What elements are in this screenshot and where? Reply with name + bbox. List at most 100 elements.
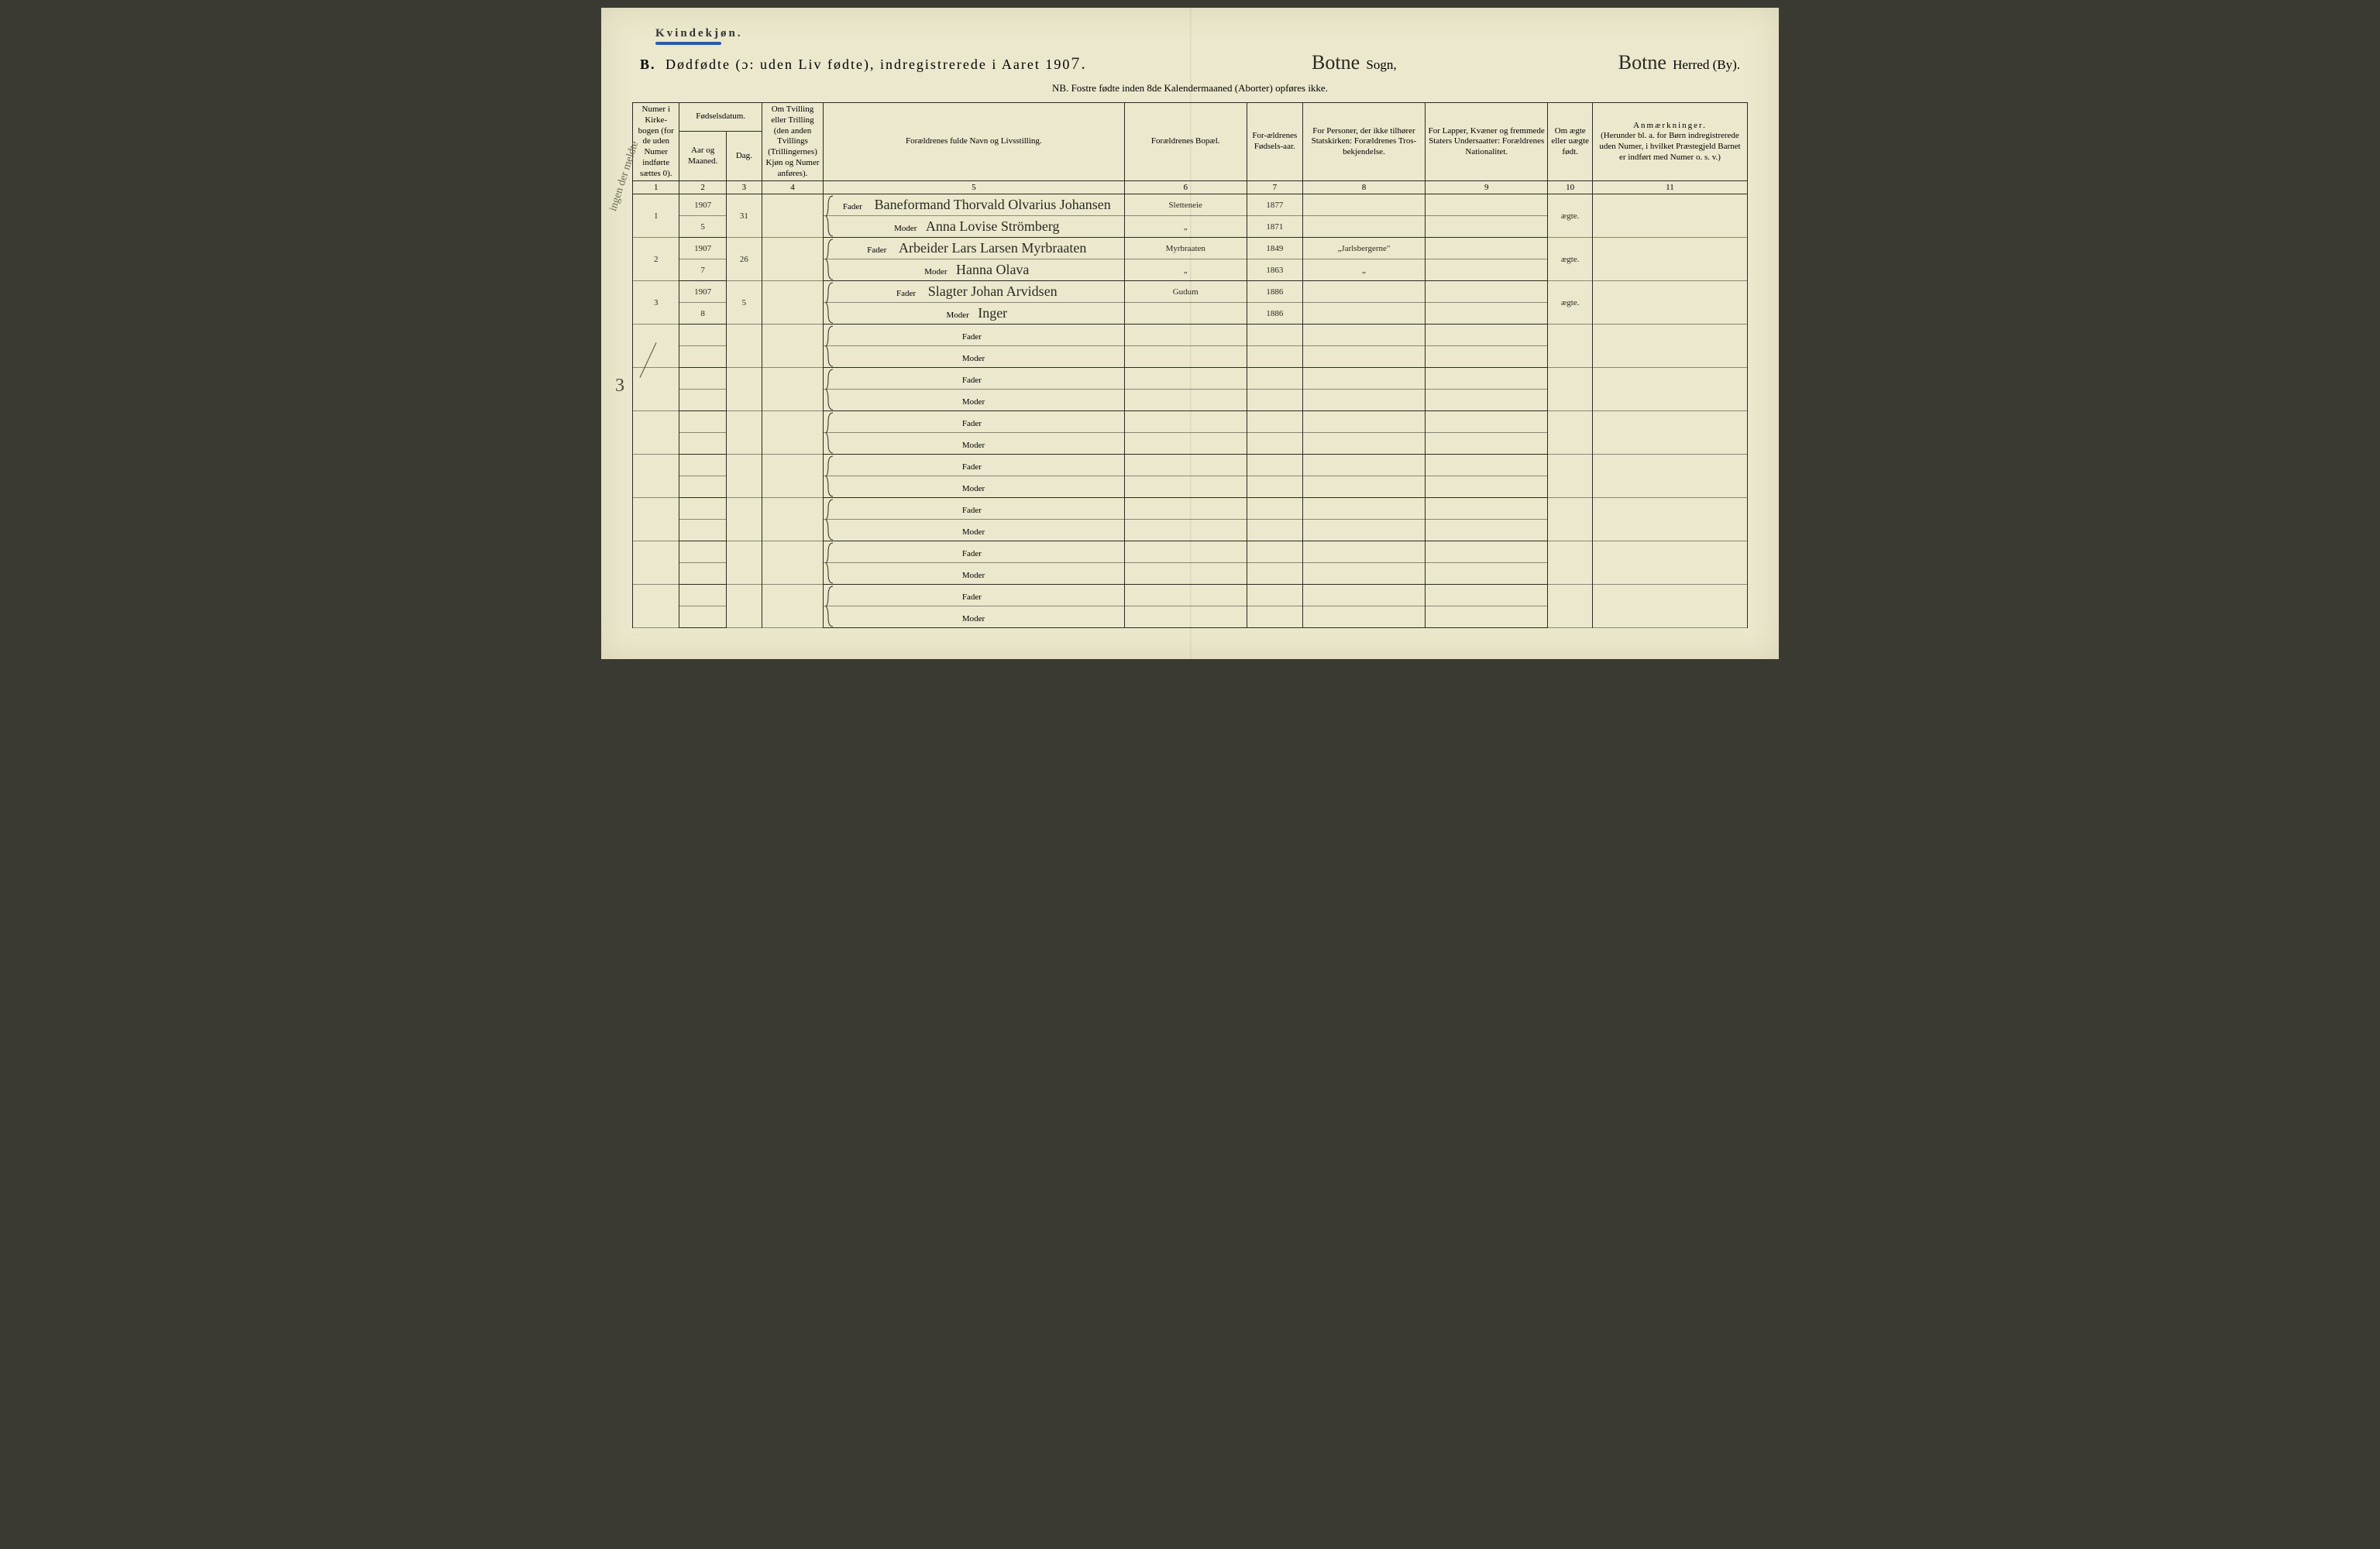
father-label: Fader bbox=[956, 462, 992, 472]
entry-nationality-f bbox=[1426, 498, 1548, 520]
entry-birthyear-f: 1877 bbox=[1247, 194, 1302, 216]
entry-twin bbox=[762, 585, 823, 628]
entry-birthyear-m: 1871 bbox=[1247, 216, 1302, 238]
entry-religion-f bbox=[1302, 325, 1425, 346]
entry-religion-m bbox=[1302, 433, 1425, 455]
entry-twin bbox=[762, 281, 823, 325]
entry-month bbox=[679, 433, 726, 455]
page-fold bbox=[1190, 8, 1192, 659]
entry-father-cell: Fader bbox=[824, 325, 1125, 346]
entry-year bbox=[679, 368, 726, 390]
entry-birthyear-m: 1863 bbox=[1247, 259, 1302, 281]
entry-religion-f bbox=[1302, 585, 1425, 606]
entry-remarks bbox=[1592, 498, 1747, 541]
entry-birthyear-f bbox=[1247, 498, 1302, 520]
sogn-name: Botne bbox=[1312, 51, 1360, 74]
entry-mother-name: Hanna Olava bbox=[956, 262, 1029, 277]
header-col11-sub: (Herunder bl. a. for Børn indregistrered… bbox=[1599, 131, 1740, 162]
header-col8: For Personer, der ikke tilhører Statskir… bbox=[1302, 103, 1425, 181]
entry-legitimacy bbox=[1548, 498, 1593, 541]
entry-birthyear-f bbox=[1247, 585, 1302, 606]
entry-religion-m bbox=[1302, 563, 1425, 585]
form-title: B. Dødfødte (ɔ: uden Liv fødte), indregi… bbox=[640, 53, 1090, 74]
entry-residence-f: Sletteneie bbox=[1124, 194, 1247, 216]
title-prefix: B. bbox=[640, 57, 656, 72]
mother-label: Moder bbox=[956, 441, 992, 450]
mother-label: Moder bbox=[956, 571, 992, 580]
entry-year bbox=[679, 585, 726, 606]
entry-father-name: Arbeider Lars Larsen Myrbraaten bbox=[899, 240, 1086, 256]
entry-residence-m bbox=[1124, 606, 1247, 628]
entry-father-cell: Fader Baneformand Thorvald Olvarius Joha… bbox=[824, 194, 1125, 216]
entry-month bbox=[679, 390, 726, 411]
entry-nationality-m bbox=[1426, 476, 1548, 498]
entry-father-name: Slagter Johan Arvidsen bbox=[928, 283, 1058, 299]
entry-father-cell: Fader bbox=[824, 585, 1125, 606]
entry-mother-name: Anna Lovise Strömberg bbox=[926, 218, 1060, 234]
entry-twin bbox=[762, 541, 823, 585]
entry-legitimacy: ægte. bbox=[1548, 194, 1593, 238]
entry-year bbox=[679, 498, 726, 520]
entry-birthyear-m bbox=[1247, 520, 1302, 541]
entry-year: 1907 bbox=[679, 238, 726, 259]
entry-birthyear-m bbox=[1247, 606, 1302, 628]
header-col2: Aar og Maaned. bbox=[679, 132, 726, 181]
entry-number bbox=[633, 368, 679, 411]
entry-residence-m: „ bbox=[1124, 216, 1247, 238]
entry-year bbox=[679, 455, 726, 476]
entry-residence-f bbox=[1124, 541, 1247, 563]
entry-month bbox=[679, 606, 726, 628]
entry-residence-f bbox=[1124, 585, 1247, 606]
mother-label: Moder bbox=[918, 267, 954, 276]
entry-remarks bbox=[1592, 411, 1747, 455]
entry-year: 1907 bbox=[679, 194, 726, 216]
entry-residence-m bbox=[1124, 433, 1247, 455]
entry-religion-m bbox=[1302, 476, 1425, 498]
header-birthdate: Fødselsdatum. bbox=[679, 103, 762, 132]
father-label: Fader bbox=[956, 332, 992, 342]
entry-nationality-f bbox=[1426, 281, 1548, 303]
entry-nationality-m bbox=[1426, 433, 1548, 455]
entry-residence-f: Myrbraaten bbox=[1124, 238, 1247, 259]
entry-father-cell: Fader bbox=[824, 541, 1125, 563]
entry-number: 3 bbox=[633, 281, 679, 325]
entry-residence-m bbox=[1124, 476, 1247, 498]
header-col10: Om ægte eller uægte født. bbox=[1548, 103, 1593, 181]
entry-mother-cell: Moder Inger bbox=[824, 303, 1125, 325]
entry-birthyear-f: 1849 bbox=[1247, 238, 1302, 259]
entry-birthyear-f bbox=[1247, 411, 1302, 433]
entry-month bbox=[679, 346, 726, 368]
header-col7: For-ældrenes Fødsels-aar. bbox=[1247, 103, 1302, 181]
entry-nationality-m bbox=[1426, 520, 1548, 541]
entry-month bbox=[679, 520, 726, 541]
colnum-4: 4 bbox=[762, 181, 823, 194]
entry-remarks bbox=[1592, 585, 1747, 628]
entry-father-name: Baneformand Thorvald Olvarius Johansen bbox=[875, 197, 1111, 212]
entry-residence-m bbox=[1124, 346, 1247, 368]
entry-nationality-m bbox=[1426, 606, 1548, 628]
entry-birthyear-m bbox=[1247, 346, 1302, 368]
colnum-11: 11 bbox=[1592, 181, 1747, 194]
entry-mother-cell: Moder bbox=[824, 476, 1125, 498]
colnum-9: 9 bbox=[1426, 181, 1548, 194]
entry-year: 1907 bbox=[679, 281, 726, 303]
entry-birthyear-f bbox=[1247, 541, 1302, 563]
entry-number: 2 bbox=[633, 238, 679, 281]
entry-nationality-f bbox=[1426, 368, 1548, 390]
mother-label: Moder bbox=[888, 224, 923, 233]
entry-number bbox=[633, 585, 679, 628]
entry-residence-m bbox=[1124, 520, 1247, 541]
colnum-1: 1 bbox=[633, 181, 679, 194]
colnum-8: 8 bbox=[1302, 181, 1425, 194]
entry-nationality-m bbox=[1426, 390, 1548, 411]
entry-residence-m: „ bbox=[1124, 259, 1247, 281]
entry-nationality-m bbox=[1426, 303, 1548, 325]
mother-label: Moder bbox=[956, 614, 992, 623]
entry-number bbox=[633, 325, 679, 368]
header-col5: Forældrenes fulde Navn og Livsstilling. bbox=[824, 103, 1125, 181]
entry-religion-m bbox=[1302, 303, 1425, 325]
entry-religion-f bbox=[1302, 541, 1425, 563]
entry-remarks bbox=[1592, 455, 1747, 498]
entry-father-cell: Fader bbox=[824, 411, 1125, 433]
mother-label: Moder bbox=[956, 354, 992, 363]
